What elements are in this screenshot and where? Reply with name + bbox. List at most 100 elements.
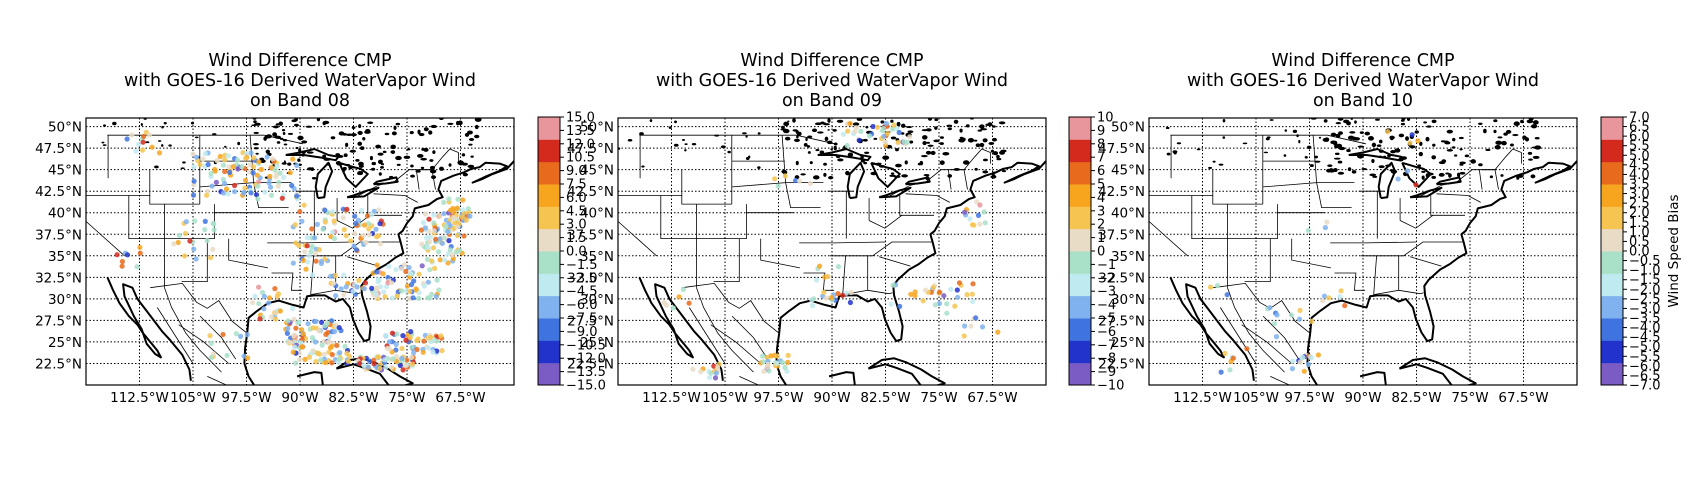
lake bbox=[358, 124, 362, 129]
lake bbox=[901, 174, 908, 178]
wind-obs-point bbox=[848, 289, 854, 296]
wind-obs-point bbox=[389, 330, 395, 336]
lon-tick-label: 67.5°W bbox=[435, 390, 485, 406]
lake bbox=[845, 170, 850, 176]
colorbar-tick-label: 6.0 bbox=[1629, 130, 1650, 145]
lake bbox=[294, 123, 299, 127]
colorbar-tick-label: 4.0 bbox=[1629, 168, 1650, 183]
wind-obs-point bbox=[361, 286, 367, 292]
lat-tick-label: 50°N bbox=[1111, 120, 1145, 136]
wind-obs-point bbox=[306, 253, 312, 259]
wind-obs-point bbox=[264, 154, 270, 160]
wind-obs-point bbox=[208, 340, 214, 346]
lake bbox=[1493, 129, 1497, 134]
lake bbox=[1375, 118, 1380, 121]
lon-tick-label: 75°W bbox=[920, 390, 957, 406]
wind-obs-point bbox=[764, 354, 770, 360]
wind-obs-point bbox=[182, 230, 189, 237]
lake bbox=[896, 121, 901, 127]
map-title: Wind Difference CMP with GOES-16 Derived … bbox=[124, 51, 476, 111]
wind-obs-point bbox=[835, 291, 841, 297]
wind-obs-point bbox=[828, 295, 835, 301]
map-title-line: Wind Difference CMP bbox=[208, 51, 391, 71]
lake bbox=[380, 166, 384, 169]
lake bbox=[895, 148, 899, 152]
wind-obs-point bbox=[362, 280, 369, 286]
wind-obs-point bbox=[220, 162, 227, 168]
wind-obs-point bbox=[433, 236, 439, 242]
wind-obs-point bbox=[268, 192, 275, 198]
wind-obs-point bbox=[1342, 303, 1348, 309]
wind-obs-point bbox=[366, 226, 372, 232]
wind-obs-point bbox=[765, 361, 771, 367]
wind-obs-point bbox=[369, 285, 375, 291]
lake bbox=[194, 136, 199, 139]
wind-obs-point bbox=[897, 303, 903, 309]
lake bbox=[805, 137, 808, 142]
colorbar-tick-label: −7.0 bbox=[1629, 379, 1661, 394]
lat-tick-label: 42.5°N bbox=[35, 184, 82, 200]
wind-obs-point bbox=[277, 170, 283, 176]
lake bbox=[832, 129, 837, 132]
lake bbox=[1389, 135, 1395, 140]
wind-obs-point bbox=[810, 303, 816, 309]
lake bbox=[287, 162, 292, 166]
wind-obs-point bbox=[1289, 366, 1295, 372]
lake bbox=[161, 144, 164, 147]
lake bbox=[1497, 136, 1503, 139]
lake bbox=[999, 150, 1005, 155]
lake bbox=[462, 172, 468, 177]
wind-obs-point bbox=[419, 263, 425, 269]
lake bbox=[1431, 175, 1437, 179]
wind-obs-point bbox=[332, 273, 338, 279]
lake bbox=[796, 131, 802, 136]
wind-obs-point bbox=[202, 218, 208, 224]
wind-obs-point bbox=[1227, 367, 1233, 373]
colorbar-tick-label: −6.5 bbox=[1629, 369, 1661, 384]
map-panel-3: Wind Difference CMP with GOES-16 Derived … bbox=[1098, 51, 1682, 406]
lake bbox=[1526, 119, 1534, 124]
wind-obs-point bbox=[369, 212, 375, 218]
wind-obs-point bbox=[1218, 369, 1224, 375]
wind-obs-point bbox=[403, 337, 409, 343]
wind-obs-point bbox=[433, 293, 439, 300]
lake bbox=[1421, 170, 1426, 173]
wind-obs-point bbox=[397, 362, 403, 369]
wind-obs-point bbox=[313, 318, 319, 325]
wind-obs-point bbox=[258, 166, 264, 173]
lake bbox=[784, 136, 791, 141]
state-boundary bbox=[1316, 182, 1355, 208]
wind-obs-point bbox=[325, 329, 331, 335]
lake bbox=[852, 122, 860, 126]
wind-obs-point bbox=[936, 300, 943, 307]
wind-obs-point bbox=[374, 269, 380, 275]
wind-obs-point bbox=[209, 183, 215, 189]
wind-obs-point bbox=[386, 339, 392, 345]
coastline bbox=[778, 160, 1046, 343]
lake bbox=[1314, 160, 1321, 163]
lake bbox=[907, 130, 914, 134]
state-boundary bbox=[899, 195, 934, 216]
colorbar-tick-label: 7.0 bbox=[1629, 111, 1650, 126]
state-boundary bbox=[1436, 193, 1481, 203]
wind-obs-point bbox=[340, 215, 346, 221]
state-boundary bbox=[228, 238, 268, 269]
wind-obs-point bbox=[359, 207, 365, 214]
wind-obs-point bbox=[366, 232, 373, 238]
state-boundary bbox=[207, 376, 228, 385]
wind-obs-point bbox=[233, 331, 239, 337]
wind-obs-point bbox=[450, 256, 456, 262]
wind-obs-point bbox=[418, 227, 424, 233]
state-boundary bbox=[150, 282, 248, 334]
state-boundary bbox=[1327, 134, 1366, 145]
wind-obs-point bbox=[316, 328, 322, 334]
state-boundary bbox=[1244, 238, 1271, 282]
wind-obs-point bbox=[461, 233, 467, 239]
lat-tick-label: 42.5°N bbox=[567, 184, 614, 200]
wind-obs-point bbox=[225, 153, 231, 159]
lake bbox=[933, 139, 940, 143]
lake bbox=[1269, 119, 1274, 121]
wind-obs-point bbox=[238, 333, 244, 339]
state-boundary bbox=[336, 214, 371, 229]
colorbar-tick-label: −12.0 bbox=[566, 352, 606, 367]
